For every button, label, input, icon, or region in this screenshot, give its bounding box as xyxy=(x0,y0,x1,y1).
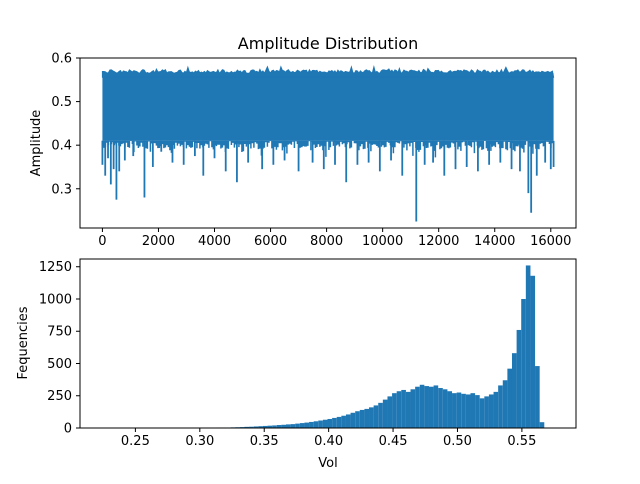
x-tick-label: 6000 xyxy=(254,234,287,249)
histogram-bar xyxy=(535,366,540,428)
histogram-bar xyxy=(392,393,397,428)
histogram-bar xyxy=(526,265,531,428)
histogram-bar xyxy=(397,391,402,428)
y-tick-label: 0.3 xyxy=(51,182,72,197)
y-axis-title: Fequencies xyxy=(16,306,31,379)
histogram-bar xyxy=(424,386,429,428)
y-tick-label: 0 xyxy=(64,422,72,437)
histogram-bar xyxy=(480,398,485,428)
histogram-bar xyxy=(355,411,360,428)
y-tick-label: 750 xyxy=(47,325,72,340)
x-tick-label: 0.40 xyxy=(314,434,343,449)
x-tick-label: 8000 xyxy=(310,234,343,249)
signal-band xyxy=(102,73,553,141)
histogram-bar xyxy=(503,380,508,428)
histogram-bar xyxy=(332,418,337,428)
histogram-bar xyxy=(286,424,291,428)
y-tick-label: 500 xyxy=(47,357,72,372)
histogram-bar xyxy=(337,417,342,428)
histogram-bar xyxy=(475,395,480,428)
y-tick-label: 0.5 xyxy=(51,95,72,110)
histogram-bar xyxy=(314,421,319,428)
x-axis-title: Vol xyxy=(318,456,337,471)
histogram-bar xyxy=(383,400,388,428)
histogram-bar xyxy=(415,387,420,428)
histogram-bar xyxy=(351,413,356,428)
histogram-bar xyxy=(304,423,309,428)
x-tick-label: 16000 xyxy=(530,234,571,249)
histogram-bar xyxy=(443,389,448,428)
histogram-bar xyxy=(530,276,535,428)
histogram-bar xyxy=(346,414,351,428)
y-axis-title: Amplitude xyxy=(29,110,44,177)
y-tick-label: 1000 xyxy=(39,292,72,307)
y-tick-label: 1250 xyxy=(39,260,72,275)
x-tick-label: 0.45 xyxy=(379,434,408,449)
histogram-bar xyxy=(318,421,323,428)
histogram-bar xyxy=(461,394,466,428)
x-tick-label: 14000 xyxy=(474,234,515,249)
x-tick-label: 12000 xyxy=(418,234,459,249)
histogram-bar xyxy=(470,393,475,428)
histogram-bar xyxy=(378,403,383,428)
histogram-bar xyxy=(457,393,462,428)
x-tick-label: 0.25 xyxy=(121,434,150,449)
histogram-bar xyxy=(438,388,443,428)
y-tick-label: 250 xyxy=(47,389,72,404)
histogram-bar xyxy=(420,385,425,428)
histogram-bar xyxy=(401,390,406,428)
x-tick-label: 0.35 xyxy=(250,434,279,449)
x-tick-label: 2000 xyxy=(142,234,175,249)
histogram-bar xyxy=(429,387,434,428)
histogram-bar xyxy=(484,396,489,428)
histogram-bar xyxy=(411,389,416,428)
x-tick-label: 4000 xyxy=(198,234,231,249)
x-tick-label: 10000 xyxy=(362,234,403,249)
histogram-bar xyxy=(364,409,369,428)
histogram-bar xyxy=(466,394,471,428)
histogram-bar xyxy=(452,393,457,428)
histogram-bar xyxy=(447,391,452,428)
chart-title: Amplitude Distribution xyxy=(238,34,418,53)
histogram-bar xyxy=(328,419,333,428)
histogram-bar xyxy=(434,385,439,428)
histogram-bar xyxy=(517,330,522,428)
histogram-bar xyxy=(489,394,494,428)
histogram-bar xyxy=(387,396,392,428)
histogram-bar xyxy=(295,424,300,428)
histogram-bar xyxy=(512,353,517,428)
x-tick-label: 0.55 xyxy=(507,434,536,449)
histogram-bar xyxy=(498,385,503,428)
histogram-bar xyxy=(323,420,328,428)
x-tick-label: 0.50 xyxy=(443,434,472,449)
histogram-bar xyxy=(360,410,365,428)
histogram-bar xyxy=(341,416,346,428)
histogram-bar xyxy=(494,392,499,428)
histogram-bar xyxy=(507,369,512,428)
x-tick-label: 0.30 xyxy=(185,434,214,449)
y-tick-label: 0.4 xyxy=(51,139,72,154)
histogram-bar xyxy=(540,422,545,428)
histogram-bar xyxy=(374,405,379,428)
y-tick-label: 0.6 xyxy=(51,52,72,67)
histogram-bar xyxy=(309,422,314,428)
x-tick-label: 0 xyxy=(98,234,106,249)
histogram-bar xyxy=(291,424,296,428)
histogram-bar xyxy=(369,407,374,428)
histogram-bar xyxy=(521,299,526,428)
histogram-bar xyxy=(406,392,411,428)
histogram-bar xyxy=(300,423,305,428)
